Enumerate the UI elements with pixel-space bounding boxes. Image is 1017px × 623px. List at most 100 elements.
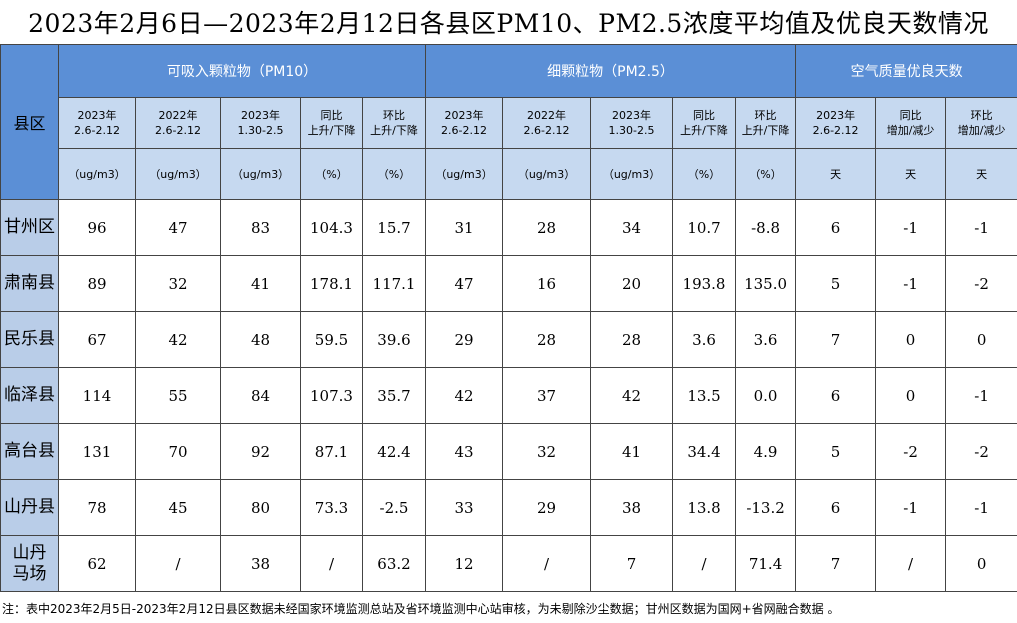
value-cell: 193.8 (672, 255, 737, 312)
value-cell: -1 (945, 199, 1017, 256)
value-cell: -2 (945, 255, 1017, 312)
subheader: 2022年 2.6-2.12 (135, 97, 221, 149)
value-cell: 48 (220, 311, 301, 368)
value-cell: 3.6 (735, 311, 797, 368)
value-cell: 13.5 (672, 367, 737, 424)
value-cell: 7 (795, 311, 877, 368)
unit: 天 (795, 148, 877, 200)
data-row: 肃南县 89 32 41 178.1 117.1 47 16 20 193.8 135.0 5 -1 -2 (0, 255, 1017, 312)
value-cell: 63.2 (361, 535, 427, 592)
value-cell: 83 (220, 199, 301, 256)
value-cell: 0.0 (735, 367, 797, 424)
value-cell: 28 (502, 311, 592, 368)
value-cell: / (502, 535, 592, 592)
value-cell: 104.3 (300, 199, 363, 256)
value-cell: 87.1 (300, 423, 363, 480)
title: 2023年2月6日—2023年2月12日各县区PM10、PM2.5浓度平均值及优… (28, 9, 989, 38)
county-name: 高台县 (0, 423, 59, 480)
unit: （%） (300, 148, 363, 200)
value-cell: 6 (795, 367, 877, 424)
subheader: 2023年 2.6-2.12 (425, 97, 504, 149)
group-header: 细颗粒物（PM2.5） (425, 44, 797, 98)
value-cell: -1 (875, 479, 947, 536)
value-cell: 0 (875, 367, 947, 424)
value-cell: 31 (425, 199, 504, 256)
value-cell: 41 (590, 423, 674, 480)
subheader: 2023年 2.6-2.12 (795, 97, 877, 149)
value-cell: 0 (945, 311, 1017, 368)
value-cell: -2.5 (361, 479, 427, 536)
value-cell: -2 (945, 423, 1017, 480)
group-header: 可吸入颗粒物（PM10） (57, 44, 427, 98)
county-name: 山丹 马场 (0, 535, 59, 592)
data-row: 甘州区 96 47 83 104.3 15.7 31 28 34 10.7 -8.8 6 -1 -1 (0, 199, 1017, 256)
value-cell: 29 (425, 311, 504, 368)
subheader: 同比 上升/下降 (672, 97, 737, 149)
value-cell: 42 (590, 367, 674, 424)
value-cell: 131 (58, 423, 136, 480)
county-name: 民乐县 (0, 311, 59, 368)
county-name: 肃南县 (0, 255, 59, 312)
unit-row: （ug/m3） （ug/m3） （ug/m3） （%） （%） （ug/m3） （ug/m3… (1, 148, 1017, 200)
subheader: 环比 上升/下降 (735, 97, 797, 149)
value-cell: 5 (795, 423, 877, 480)
value-cell: 73.3 (300, 479, 363, 536)
subheader-row: 2023年 2.6-2.12 2022年 2.6-2.12 2023年 1.30-2… (1, 97, 1017, 149)
subheader: 环比 增加/减少 (945, 97, 1017, 149)
value-cell: 39.6 (361, 311, 427, 368)
value-cell: 59.5 (300, 311, 363, 368)
value-cell: 6 (795, 479, 877, 536)
value-cell: 7 (795, 535, 877, 592)
value-cell: 71.4 (735, 535, 797, 592)
unit: 天 (875, 148, 947, 200)
data-row: 临泽县 114 55 84 107.3 35.7 42 37 42 13.5 0.0 6 0 -1 (0, 367, 1017, 424)
value-cell: 47 (135, 199, 221, 256)
unit: （ug/m3） (590, 148, 674, 200)
county-name: 山丹县 (0, 479, 59, 536)
value-cell: 28 (590, 311, 674, 368)
value-cell: 12 (425, 535, 504, 592)
value-cell: 7 (590, 535, 674, 592)
county-name: 临泽县 (0, 367, 59, 424)
value-cell: 15.7 (361, 199, 427, 256)
value-cell: 42 (135, 311, 221, 368)
data-table: 县区 可吸入颗粒物（PM10） 细颗粒物（PM2.5） 空气质量优良天数 2023年 2… (0, 44, 1017, 592)
unit: 天 (945, 148, 1017, 200)
value-cell: 3.6 (672, 311, 737, 368)
value-cell: 92 (220, 423, 301, 480)
value-cell: -13.2 (735, 479, 797, 536)
value-cell: 0 (875, 311, 947, 368)
value-cell: 32 (502, 423, 592, 480)
value-cell: 78 (58, 479, 136, 536)
value-cell: 107.3 (300, 367, 363, 424)
group-header: 空气质量优良天数 (795, 44, 1017, 98)
value-cell: 5 (795, 255, 877, 312)
unit: （ug/m3） (502, 148, 592, 200)
value-cell: -1 (875, 199, 947, 256)
value-cell: 80 (220, 479, 301, 536)
value-cell: -8.8 (735, 199, 797, 256)
note: 注：表中2023年2月5日-2023年2月12日县区数据未经国家环境监测总站及省… (2, 602, 840, 616)
value-cell: 0 (945, 535, 1017, 592)
value-cell: 29 (502, 479, 592, 536)
value-cell: 135.0 (735, 255, 797, 312)
value-cell: 33 (425, 479, 504, 536)
value-cell: 37 (502, 367, 592, 424)
data-row: 山丹 马场 62/38/63.2 12/7/71.4 7/0 (0, 535, 1017, 592)
value-cell: 13.8 (672, 479, 737, 536)
value-cell: 10.7 (672, 199, 737, 256)
value-cell: 20 (590, 255, 674, 312)
value-cell: / (672, 535, 737, 592)
value-cell: 34.4 (672, 423, 737, 480)
unit: （%） (672, 148, 737, 200)
corner-header: 县区 (0, 44, 59, 200)
value-cell: -1 (875, 255, 947, 312)
value-cell: 117.1 (361, 255, 427, 312)
value-cell: -1 (945, 479, 1017, 536)
subheader: 2023年 1.30-2.5 (590, 97, 674, 149)
data-row: 高台县 131 70 92 87.1 42.4 43 32 41 34.4 4.9 5 -2 -2 (0, 423, 1017, 480)
value-cell: 55 (135, 367, 221, 424)
value-cell: 4.9 (735, 423, 797, 480)
value-cell: / (875, 535, 947, 592)
